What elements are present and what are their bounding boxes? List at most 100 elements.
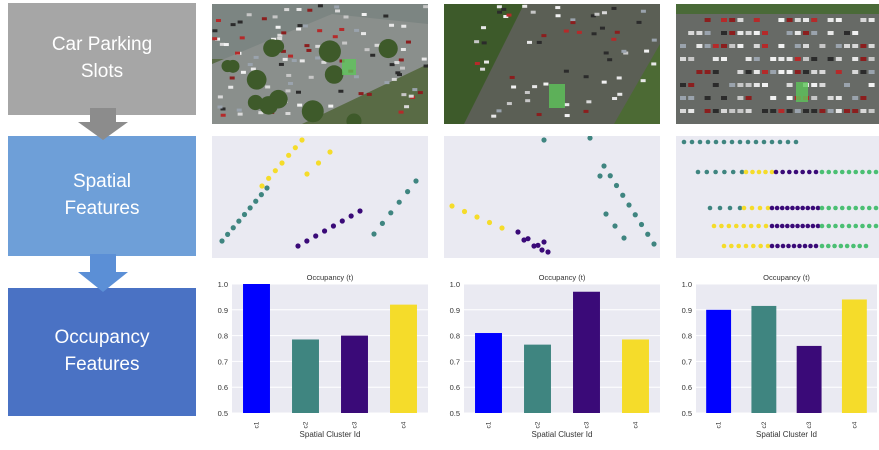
cluster-point [279, 160, 285, 166]
y-tick-label: 0.6 [450, 383, 460, 392]
car-mark [412, 88, 418, 92]
car-mark [811, 18, 818, 22]
stage-box-occupancy-features: Occupancy Features [8, 288, 196, 416]
cluster-point [736, 243, 741, 249]
car-mark [737, 44, 744, 48]
car-mark [704, 96, 711, 100]
y-tick-label: 1.0 [682, 280, 692, 289]
cluster-point [790, 223, 795, 229]
cluster-point [535, 242, 541, 248]
cluster-point [769, 139, 775, 145]
car-mark [564, 103, 570, 107]
car-mark [712, 83, 719, 87]
car-mark [297, 24, 303, 28]
car-mark [753, 44, 760, 48]
bar [622, 339, 649, 413]
aerial-photo-2 [444, 4, 660, 124]
cluster-point [259, 183, 265, 189]
cluster-point [741, 205, 747, 211]
car-mark [704, 70, 711, 74]
aerial-photo-1 [212, 4, 428, 124]
car-mark [721, 44, 727, 48]
car-mark [285, 89, 291, 93]
car-mark [235, 51, 241, 55]
car-mark [762, 83, 768, 87]
cluster-point [826, 169, 832, 175]
car-mark [852, 96, 859, 100]
cluster-point [726, 223, 732, 229]
car-mark [737, 109, 744, 113]
cluster-point [299, 137, 305, 143]
cluster-point [777, 139, 783, 145]
car-mark [496, 5, 502, 9]
cluster-point [264, 185, 270, 191]
car-mark [389, 63, 395, 67]
car-mark [860, 109, 867, 113]
car-mark [704, 44, 711, 48]
cluster-point [866, 223, 872, 229]
cluster-point [761, 139, 767, 145]
car-mark [860, 96, 867, 100]
car-mark [391, 77, 397, 81]
car-mark [253, 55, 259, 59]
cluster-point [790, 205, 795, 211]
car-mark [296, 7, 302, 11]
car-mark [712, 70, 719, 74]
car-mark [296, 27, 302, 31]
car-mark [803, 109, 809, 113]
car-mark [239, 36, 245, 40]
car-mark [778, 57, 785, 61]
cluster-point [651, 241, 657, 247]
cluster-point [613, 182, 620, 189]
car-mark [261, 17, 267, 21]
car-mark [778, 44, 785, 48]
cluster-point [826, 205, 832, 211]
cluster-point [785, 139, 791, 145]
tree-mark [301, 100, 324, 123]
car-mark [762, 31, 768, 35]
y-tick-label: 0.9 [218, 306, 228, 315]
car-mark [603, 51, 609, 55]
car-mark [640, 9, 646, 13]
car-mark [563, 29, 569, 33]
cluster-point [757, 205, 763, 211]
stage-box-parking-slots: Car Parking Slots [8, 3, 196, 115]
car-mark [745, 70, 752, 74]
cluster-point [545, 249, 551, 255]
car-mark [394, 61, 400, 65]
cluster-point [863, 243, 869, 249]
tree-mark [246, 69, 267, 90]
car-mark [364, 48, 370, 52]
car-mark [343, 15, 349, 19]
car-mark [680, 96, 686, 100]
cluster-point [846, 169, 852, 175]
cluster-point [521, 237, 527, 243]
y-tick-label: 1.0 [218, 280, 228, 289]
car-mark [786, 83, 793, 87]
y-tick-label: 0.5 [682, 409, 692, 418]
cluster-point [315, 160, 322, 166]
car-mark [688, 109, 695, 113]
down-arrow-icon [78, 254, 128, 292]
cluster-point [612, 223, 618, 229]
car-mark [729, 44, 736, 48]
car-mark [399, 66, 405, 70]
spatial-scatter-plot-3 [676, 136, 879, 258]
cluster-point [779, 205, 785, 211]
cluster-point [499, 225, 505, 231]
car-mark [526, 40, 532, 44]
stage-label-line2: Slots [80, 61, 124, 82]
car-mark [328, 104, 334, 108]
cluster-point [765, 205, 771, 211]
car-mark [623, 51, 629, 55]
car-mark [778, 70, 785, 74]
cluster-point [327, 149, 333, 155]
car-mark [229, 76, 235, 80]
cluster-point [721, 139, 727, 145]
car-mark [745, 109, 752, 113]
highlight-mark [342, 59, 356, 75]
cluster-point [730, 169, 736, 175]
car-mark [408, 94, 414, 98]
cluster-point [689, 139, 695, 145]
car-mark [737, 18, 744, 22]
